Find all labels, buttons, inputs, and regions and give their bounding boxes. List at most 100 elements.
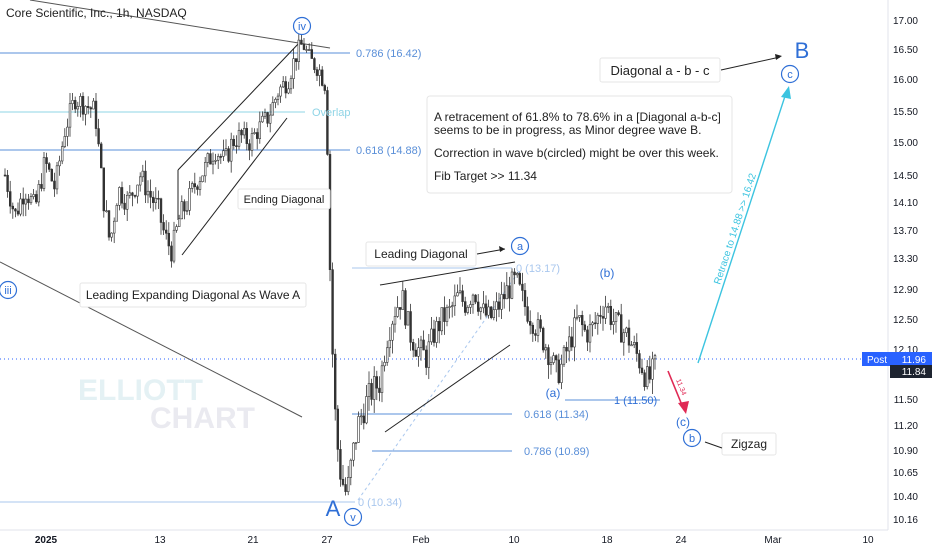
candle	[596, 312, 600, 335]
candle	[110, 232, 113, 242]
leading-diagonal-callout: Leading Diagonal	[365, 241, 506, 267]
candle	[396, 296, 399, 318]
price-tick-label: 10.16	[893, 515, 918, 526]
candle	[419, 335, 423, 361]
candle	[648, 355, 652, 384]
candle	[37, 180, 41, 207]
candle	[385, 340, 389, 366]
candle	[42, 151, 46, 192]
trendline-lower	[0, 261, 303, 418]
candle	[344, 477, 347, 496]
candle	[619, 303, 623, 343]
candle	[27, 193, 30, 210]
candle	[448, 298, 451, 319]
candle	[11, 202, 14, 219]
watermark-line2: CHART	[150, 402, 255, 435]
candle	[541, 326, 545, 353]
candle	[217, 153, 220, 169]
leading-diagonal-lower	[384, 344, 511, 433]
candle	[393, 306, 397, 333]
candle	[601, 305, 605, 331]
candle	[505, 272, 508, 300]
candle	[352, 442, 355, 467]
candle	[458, 277, 462, 295]
wave-paren-b: (b)	[600, 266, 615, 280]
candle	[266, 111, 269, 128]
candle	[617, 310, 620, 317]
candle	[178, 214, 181, 227]
candle	[443, 296, 446, 335]
candle	[497, 292, 501, 318]
candle	[645, 360, 649, 390]
price-axis: 17.00 16.50 16.00 15.50 15.00 14.50 14.10 13.70…	[893, 16, 918, 526]
candle	[388, 327, 391, 357]
candle	[113, 217, 116, 244]
candle	[6, 169, 9, 198]
svg-text:c: c	[787, 69, 793, 81]
candles	[3, 30, 657, 496]
candle	[508, 276, 511, 312]
candle	[144, 160, 147, 203]
candle	[565, 341, 568, 364]
chart-title: Core Scientific, Inc., 1h, NASDAQ	[6, 6, 187, 20]
candle	[250, 127, 254, 157]
price-tick-label: 12.50	[893, 315, 918, 326]
candle	[307, 43, 311, 52]
candle	[372, 366, 376, 413]
svg-text:Ending Diagonal: Ending Diagonal	[244, 194, 325, 206]
candle	[165, 220, 168, 240]
candle	[380, 360, 384, 403]
candle	[375, 370, 378, 401]
candle	[456, 284, 459, 297]
candle	[237, 122, 241, 150]
candle	[463, 296, 467, 316]
candle	[547, 344, 550, 379]
svg-text:Leading Diagonal: Leading Diagonal	[374, 247, 467, 261]
candle	[34, 190, 38, 204]
candle	[326, 86, 329, 156]
candle	[409, 303, 412, 351]
candle	[131, 191, 134, 207]
wave-b-circled: b	[682, 428, 702, 448]
candle	[417, 338, 420, 367]
candle	[185, 201, 189, 215]
candle	[66, 118, 69, 147]
candle	[71, 92, 74, 111]
price-tick-label: 12.90	[893, 285, 918, 296]
candle	[53, 172, 56, 197]
candle	[118, 186, 121, 211]
candle	[632, 335, 636, 349]
candle	[261, 111, 264, 123]
svg-text:b: b	[689, 433, 695, 445]
ending-diagonal-lower	[181, 117, 288, 256]
trendline-top	[29, 0, 331, 49]
candle	[274, 97, 277, 109]
candle	[531, 322, 535, 342]
time-tick-label: Feb	[412, 535, 430, 546]
candle	[230, 132, 233, 173]
time-axis: 2025 13 21 27 Feb 10 18 24 Mar 10	[35, 535, 874, 546]
ending-diagonal-callout: Ending Diagonal	[237, 188, 331, 210]
candle	[128, 185, 131, 199]
candle	[126, 191, 129, 222]
candle	[152, 191, 155, 212]
diagonal-abc-callout: Diagonal a - b - c	[599, 54, 782, 83]
candle	[172, 221, 176, 264]
candle	[367, 371, 371, 411]
candle	[206, 152, 209, 168]
candle	[614, 312, 618, 333]
candle	[102, 167, 106, 218]
candle	[245, 122, 248, 151]
candle	[430, 316, 433, 345]
svg-text:v: v	[350, 512, 356, 524]
candle	[622, 328, 626, 356]
candle	[526, 296, 529, 324]
candle	[87, 96, 90, 115]
candle	[401, 281, 404, 310]
candle	[81, 92, 85, 121]
time-tick-label: 10	[508, 535, 520, 546]
ending-diagonal-upper	[177, 41, 301, 171]
candle	[339, 440, 342, 487]
wave-iv: iv	[292, 16, 312, 36]
wave-c-circled: c	[780, 64, 800, 84]
